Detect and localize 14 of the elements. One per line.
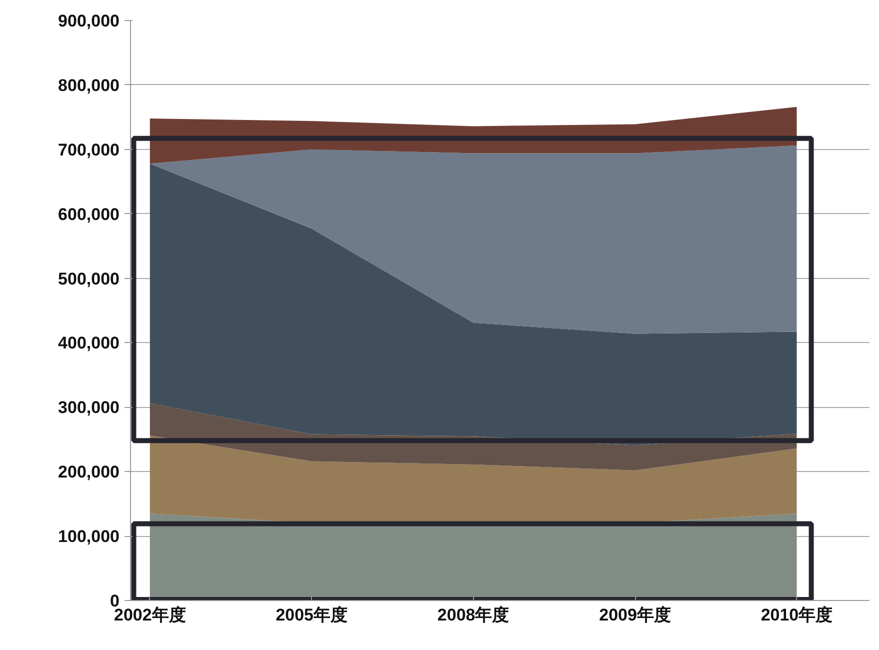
y-tick-label: 400,000	[58, 334, 120, 353]
x-tick-label: 2010年度	[760, 606, 833, 624]
x-tick-label: 2005年度	[276, 606, 348, 624]
y-tick-label: 300,000	[58, 398, 120, 418]
y-tick-label: 200,000	[58, 462, 120, 482]
y-tick-label: 500,000	[58, 269, 120, 288]
y-tick-label: 700,000	[58, 140, 120, 160]
x-tick-label: 2009年度	[599, 606, 671, 624]
y-tick-label: 800,000	[58, 76, 120, 95]
x-tick-label: 2002年度	[114, 606, 186, 624]
y-tick-label: 900,000	[58, 12, 120, 30]
y-tick-label: 600,000	[58, 204, 120, 224]
y-tick-label: 100,000	[58, 527, 120, 546]
x-tick-label: 2008年度	[437, 606, 510, 624]
